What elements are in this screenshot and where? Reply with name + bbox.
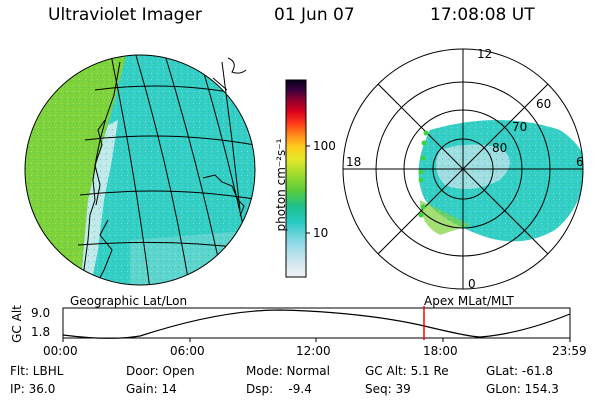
info-glat: GLat: -61.8 xyxy=(486,364,553,378)
geographic-image xyxy=(25,55,255,285)
polar-lat-80: 80 xyxy=(492,141,508,155)
polar-hour-left: 18 xyxy=(346,155,362,169)
info-ip: IP: 36.0 xyxy=(10,382,56,396)
time-label: 17:08:08 UT xyxy=(430,5,535,25)
app-title: Ultraviolet Imager xyxy=(48,5,202,25)
colorbar xyxy=(285,79,307,278)
polar-hour-top: 12 xyxy=(477,47,493,61)
altitude-ytick-bottom: 1.8 xyxy=(31,325,51,339)
polar-lat-60: 60 xyxy=(536,97,552,111)
projection-left-label: Geographic Lat/Lon xyxy=(70,294,188,308)
altitude-curve xyxy=(62,309,571,339)
info-dsp: Dsp: -9.4 xyxy=(246,382,312,396)
info-gc-alt: GC Alt: 5.1 Re xyxy=(365,364,449,378)
info-gain: Gain: 14 xyxy=(126,382,177,396)
date-label: 01 Jun 07 xyxy=(274,5,355,25)
colorbar-tick-100: 100 xyxy=(313,139,336,153)
polar-lat-70: 70 xyxy=(512,120,528,134)
colorbar-tick-10: 10 xyxy=(313,226,329,240)
polar-image xyxy=(418,120,583,242)
altitude-ytick-top: 9.0 xyxy=(31,306,51,320)
polar-hour-bottom: 0 xyxy=(468,277,476,291)
colorbar-unit-label: photon cm⁻²s⁻¹ xyxy=(274,138,288,232)
projection-right-label: Apex MLat/MLT xyxy=(424,294,514,308)
info-mode: Mode: Normal xyxy=(246,364,330,378)
info-glon: GLon: 154.3 xyxy=(486,382,559,396)
altitude-xtick: 23:59 xyxy=(552,344,587,358)
info-door: Door: Open xyxy=(126,364,195,378)
altitude-xtick: 06:00 xyxy=(170,344,205,358)
polar-dots xyxy=(418,130,429,218)
altitude-xtick: 00:00 xyxy=(43,344,78,358)
altitude-plot-frame xyxy=(62,307,571,339)
altitude-xtick: 18:00 xyxy=(423,344,458,358)
polar-hour-right: 6 xyxy=(576,155,584,169)
info-flight: Flt: LBHL xyxy=(10,364,64,378)
altitude-xtick: 12:00 xyxy=(296,344,331,358)
altitude-ylabel: GC Alt xyxy=(10,305,24,343)
geographic-limb xyxy=(24,54,256,286)
polar-grid xyxy=(342,48,584,290)
info-seq: Seq: 39 xyxy=(365,382,411,396)
